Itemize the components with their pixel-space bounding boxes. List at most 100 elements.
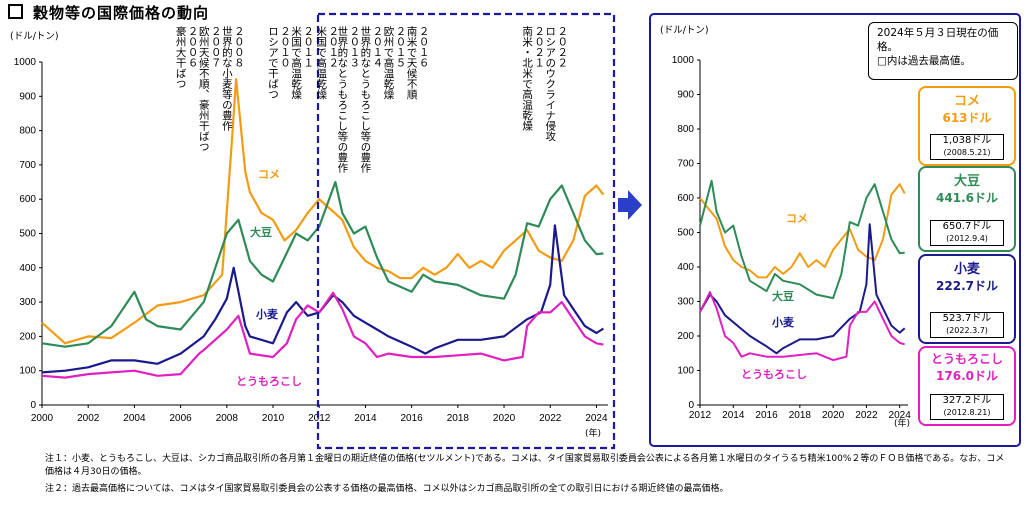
left-y-tick-label: 900 [19,91,36,102]
right-y-tick-label: 0 [688,400,694,411]
price-panel: とうもろこし 176.0ドル 327.2ドル (2012.8.21) [918,346,1016,426]
left-series-corn [41,291,604,379]
price-panel: 大豆 441.6ドル 650.7ドル (2012.9.4) [918,166,1016,252]
left-x-tick-label: 2014 [354,413,377,424]
left-year-unit: (年) [585,427,601,439]
note-2: 注２：過去最高価格については、コメはタイ国家貿易取引委員会の公表する価格の最高価… [45,484,729,494]
right-series-corn [699,291,905,362]
left-x-tick-label: 2024 [585,413,608,424]
arrow-icon [618,190,642,220]
left-series-wheat [41,224,604,374]
left-x-tick-label: 2006 [169,413,192,424]
right-x-tick-label: 2012 [689,410,712,421]
right-label-wheat: 小麦 [771,315,795,329]
left-y-tick-label: 200 [19,331,36,342]
event-label: ２００８ 世界的な小麦等の豊作 [221,26,245,131]
right-series-soy [699,179,905,300]
event-year: ２０１１ [302,26,315,68]
left-y-tick-label: 700 [19,160,36,171]
current-price: 176.0ドル [936,369,998,383]
right-y-tick-label: 200 [677,331,694,342]
left-x-tick-label: 2016 [401,413,424,424]
event-year: ２０１５ [394,26,407,68]
title-square-icon [8,4,23,19]
record-price-box: 1,038ドル (2008.5.21) [930,134,1004,160]
note-1: 注１：小麦、とうもろこし、大豆は、シカゴ商品取引所の各月第１金曜日の期近終値の価… [45,454,1005,477]
event-text: 欧州で高温乾燥 [382,26,395,100]
event-label: ２００６ 豪州大干ばつ [175,26,199,89]
event-label: ２０２２ ロシアのウクライナ侵攻 [544,26,568,142]
record-price: 523.7ドル [942,313,992,324]
event-year: ２０１２ [327,26,340,68]
left-label-corn: とうもろこし [236,375,302,388]
right-x-tick-label: 2014 [722,410,745,421]
event-year: ２００６ [186,26,199,68]
right-x-tick-label: 2022 [855,410,878,421]
current-price: 441.6ドル [936,191,998,205]
event-text: 世界的な小麦等の豊作 [220,26,233,131]
event-text: 世界的なとうもろこし等の豊作 [336,26,349,173]
price-panel: コメ 613ドル 1,038ドル (2008.5.21) [918,86,1016,166]
right-x-tick-label: 2024 [889,410,912,421]
record-price-box: 650.7ドル (2012.9.4) [930,220,1004,246]
right-y-tick-label: 700 [677,159,694,170]
right-y-tick-label: 900 [677,90,694,101]
event-year: ２００８ [232,26,245,68]
date-info-text: 2024年５月３日現在の価格。 □内は過去最高値。 [877,27,999,67]
right-year-unit: (年) [894,417,910,429]
event-label: ２０２１ 南米・北米で高温乾燥 [521,26,545,131]
left-y-tick-label: 500 [19,229,36,240]
right-panel-frame [649,13,1021,447]
left-y-tick-label: 1000 [14,57,37,68]
event-year: ２０１３ [348,26,361,68]
event-year: ２０１０ [279,26,292,68]
right-y-tick-label: 400 [677,262,694,273]
title-text: 穀物等の国際価格の動向 [33,4,210,22]
right-x-tick-label: 2016 [755,410,778,421]
record-date: (2012.9.4) [946,234,988,243]
event-label: ２０１６ 南米で天候不順 [406,26,430,100]
right-series-wheat [699,223,906,355]
right-label-rice: コメ [786,212,808,225]
event-text: 豪州大干ばつ [174,26,187,89]
left-x-tick-label: 2004 [123,413,146,424]
event-year: ２０２１ [533,26,546,68]
left-y-tick-label: 100 [19,366,36,377]
event-text: 欧州天候不順、豪州干ばつ [197,26,210,152]
left-x-tick-label: 2012 [308,413,331,424]
price-name: コメ [953,94,980,109]
event-label: ２００７ 欧州天候不順、豪州干ばつ [198,26,222,152]
left-y-tick-label: 0 [30,400,36,411]
right-y-tick-label: 100 [677,366,694,377]
left-label-wheat: 小麦 [255,307,279,321]
right-label-soy: 大豆 [772,289,794,303]
left-x-tick-label: 2002 [77,413,100,424]
record-date: (2012.8.21) [943,408,991,417]
left-unit-label: (ドル/トン) [10,31,59,42]
right-y-tick-label: 500 [677,228,694,239]
price-name: とうもろこし [930,352,1003,366]
price-panel: 小麦 222.7ドル 523.7ドル (2022.3.7) [918,254,1016,344]
right-unit-label: (ドル/トン) [660,25,709,36]
right-y-tick-label: 600 [677,193,694,204]
left-label-soy: 大豆 [250,225,272,239]
event-year: ２０１６ [417,26,430,68]
right-x-tick-label: 2020 [822,410,845,421]
record-date: (2008.5.21) [943,148,991,157]
left-y-tick-label: 800 [19,126,36,137]
event-text: ロシアで干ばつ [267,26,280,100]
left-x-tick-label: 2020 [493,413,516,424]
record-date: (2022.3.7) [946,326,988,335]
event-label: ２０１３ 世界的なとうもろこし等の豊作 [336,26,360,173]
event-label: ２０１４ 世界的なとうもろこし等の豊作 [359,26,383,173]
left-x-tick-label: 2022 [539,413,562,424]
page-title: 穀物等の国際価格の動向 [8,2,209,23]
event-label: ２０１２ 米国で高温乾燥 [315,26,339,100]
left-label-rice: コメ [258,168,280,181]
event-text: 米国で高温乾燥 [315,26,328,100]
left-series-soy [41,180,604,348]
right-y-tick-label: 1000 [672,55,695,66]
right-y-tick-label: 800 [677,124,694,135]
event-label: ２０１１ 米国で高温乾燥 [290,26,314,100]
